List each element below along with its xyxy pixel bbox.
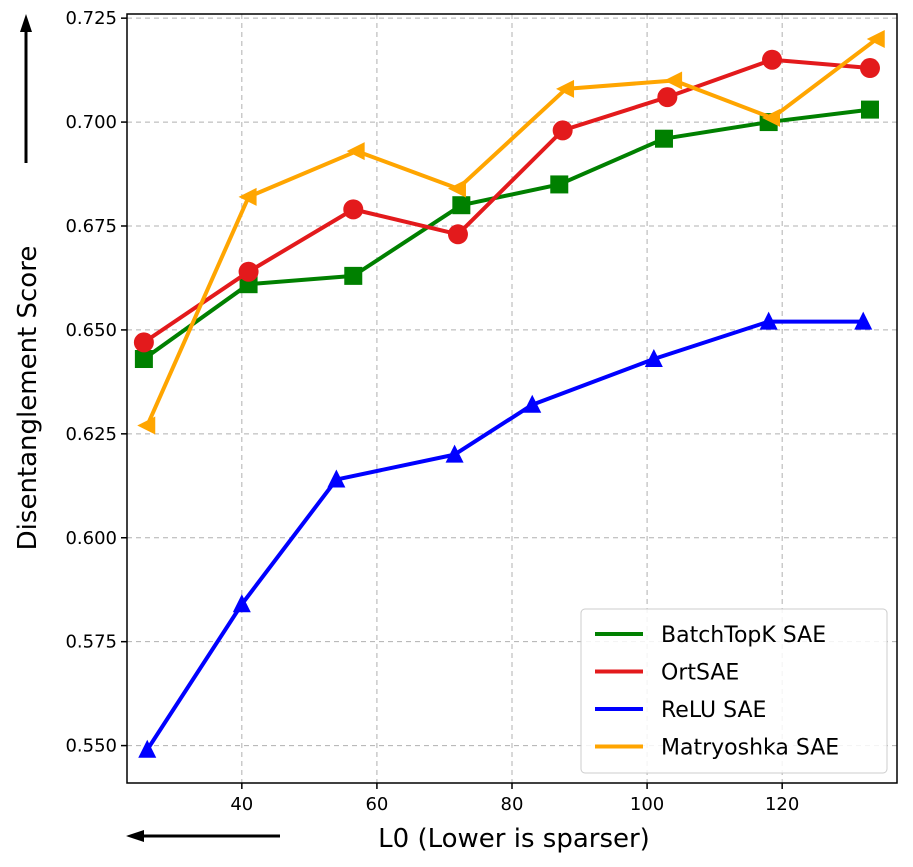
data-point	[854, 311, 873, 330]
x-tick-label: 120	[765, 794, 799, 815]
data-point	[344, 266, 363, 285]
series-1	[133, 49, 880, 353]
data-point	[238, 187, 257, 206]
data-point	[762, 49, 783, 70]
data-point	[452, 196, 471, 215]
series-0	[134, 100, 879, 369]
data-point	[550, 175, 569, 194]
data-point	[866, 29, 885, 48]
data-point	[859, 58, 880, 79]
data-point	[134, 350, 153, 369]
legend-entry: BatchTopK SAE	[661, 623, 826, 648]
y-direction-arrow	[20, 14, 32, 163]
data-point	[759, 311, 778, 330]
x-tick-label: 60	[365, 794, 388, 815]
data-point	[327, 469, 346, 488]
data-point	[552, 120, 573, 141]
y-tick-label: 0.575	[65, 632, 117, 653]
data-point	[657, 87, 678, 108]
y-tick-label: 0.725	[65, 8, 117, 29]
ticks: 40 60 80 100 120 0.550 0.575 0.600 0.625 0.650 0.6…	[65, 8, 799, 815]
data-point	[664, 71, 683, 90]
data-point	[447, 179, 466, 198]
series-layer	[133, 29, 885, 758]
data-point	[343, 199, 364, 220]
legend-entry: ReLU SAE	[661, 698, 766, 723]
data-point	[447, 224, 468, 245]
data-point	[137, 416, 156, 435]
data-point	[232, 594, 251, 613]
data-point	[445, 444, 464, 463]
x-tick-label: 80	[501, 794, 524, 815]
series-line	[145, 319, 864, 751]
series-line	[142, 57, 871, 345]
y-tick-label: 0.650	[65, 320, 117, 341]
data-point	[762, 108, 781, 127]
series-line	[145, 37, 878, 427]
y-axis-label: Disentanglement Score	[13, 246, 43, 551]
x-tick-label: 100	[630, 794, 664, 815]
data-point	[133, 332, 154, 353]
data-point	[238, 261, 259, 282]
x-axis-label: L0 (Lower is sparser)	[378, 824, 650, 854]
series-2	[138, 311, 873, 758]
y-tick-label: 0.675	[65, 216, 117, 237]
data-point	[556, 79, 575, 98]
legend: BatchTopK SAE OrtSAE ReLU SAE Matryoshka SA…	[580, 608, 888, 774]
legend-entry: OrtSAE	[661, 661, 739, 686]
legend-entry: Matryoshka SAE	[661, 736, 839, 761]
y-tick-label: 0.600	[65, 528, 117, 549]
y-tick-label: 0.700	[65, 112, 117, 133]
y-tick-label: 0.625	[65, 424, 117, 445]
series-3	[137, 29, 885, 435]
data-point	[138, 739, 157, 758]
x-direction-arrow	[126, 830, 280, 842]
series-line	[142, 107, 871, 361]
data-point	[860, 100, 879, 119]
data-point	[654, 129, 673, 148]
y-tick-label: 0.550	[65, 736, 117, 757]
data-point	[523, 394, 542, 413]
x-tick-label: 40	[230, 794, 253, 815]
data-point	[346, 142, 365, 161]
legend-box	[580, 608, 888, 774]
data-point	[644, 349, 663, 368]
